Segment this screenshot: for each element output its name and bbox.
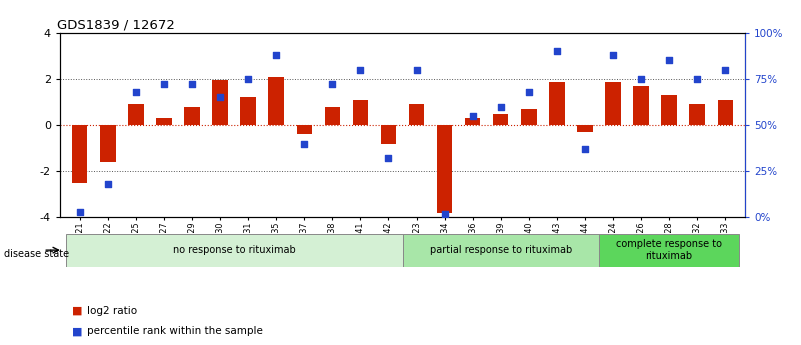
Point	[354, 67, 367, 72]
Bar	[268, 77, 284, 125]
Text: partial response to rituximab: partial response to rituximab	[429, 245, 572, 255]
Text: percentile rank within the sample: percentile rank within the sample	[87, 326, 263, 336]
FancyBboxPatch shape	[599, 234, 739, 267]
Bar	[409, 104, 425, 125]
Bar	[718, 100, 733, 125]
Bar	[324, 107, 340, 125]
Point	[550, 48, 563, 54]
Point	[690, 76, 703, 82]
Point	[494, 104, 507, 109]
Point	[718, 67, 731, 72]
Point	[438, 211, 451, 216]
Point	[410, 67, 423, 72]
Text: disease state: disease state	[4, 249, 69, 258]
Bar	[493, 114, 509, 125]
Bar	[634, 86, 649, 125]
Point	[578, 146, 591, 152]
Point	[214, 95, 227, 100]
Bar	[128, 104, 143, 125]
Text: GDS1839 / 12672: GDS1839 / 12672	[57, 19, 175, 32]
Bar	[296, 125, 312, 134]
Text: ■: ■	[72, 306, 83, 315]
FancyBboxPatch shape	[403, 234, 599, 267]
Point	[74, 209, 87, 215]
Text: complete response to
rituximab: complete response to rituximab	[616, 239, 723, 261]
Bar	[240, 97, 256, 125]
Bar	[465, 118, 481, 125]
Bar	[212, 80, 227, 125]
Bar	[156, 118, 171, 125]
Bar	[72, 125, 87, 183]
Text: ■: ■	[72, 326, 83, 336]
Bar	[352, 100, 368, 125]
Point	[634, 76, 647, 82]
Bar	[184, 107, 199, 125]
Text: log2 ratio: log2 ratio	[87, 306, 137, 315]
Point	[466, 113, 479, 119]
Bar	[662, 95, 677, 125]
Text: no response to rituximab: no response to rituximab	[173, 245, 296, 255]
Bar	[606, 82, 621, 125]
Point	[298, 141, 311, 146]
Bar	[100, 125, 115, 162]
Point	[662, 58, 675, 63]
Point	[242, 76, 255, 82]
Point	[522, 89, 535, 95]
FancyBboxPatch shape	[66, 234, 403, 267]
Point	[130, 89, 143, 95]
Bar	[380, 125, 396, 144]
Bar	[578, 125, 593, 132]
Bar	[690, 104, 705, 125]
Point	[382, 156, 395, 161]
Bar	[549, 82, 565, 125]
Bar	[521, 109, 537, 125]
Bar	[437, 125, 453, 213]
Point	[606, 52, 619, 58]
Point	[158, 82, 171, 87]
Point	[186, 82, 199, 87]
Point	[326, 82, 339, 87]
Point	[270, 52, 283, 58]
Point	[102, 181, 115, 187]
